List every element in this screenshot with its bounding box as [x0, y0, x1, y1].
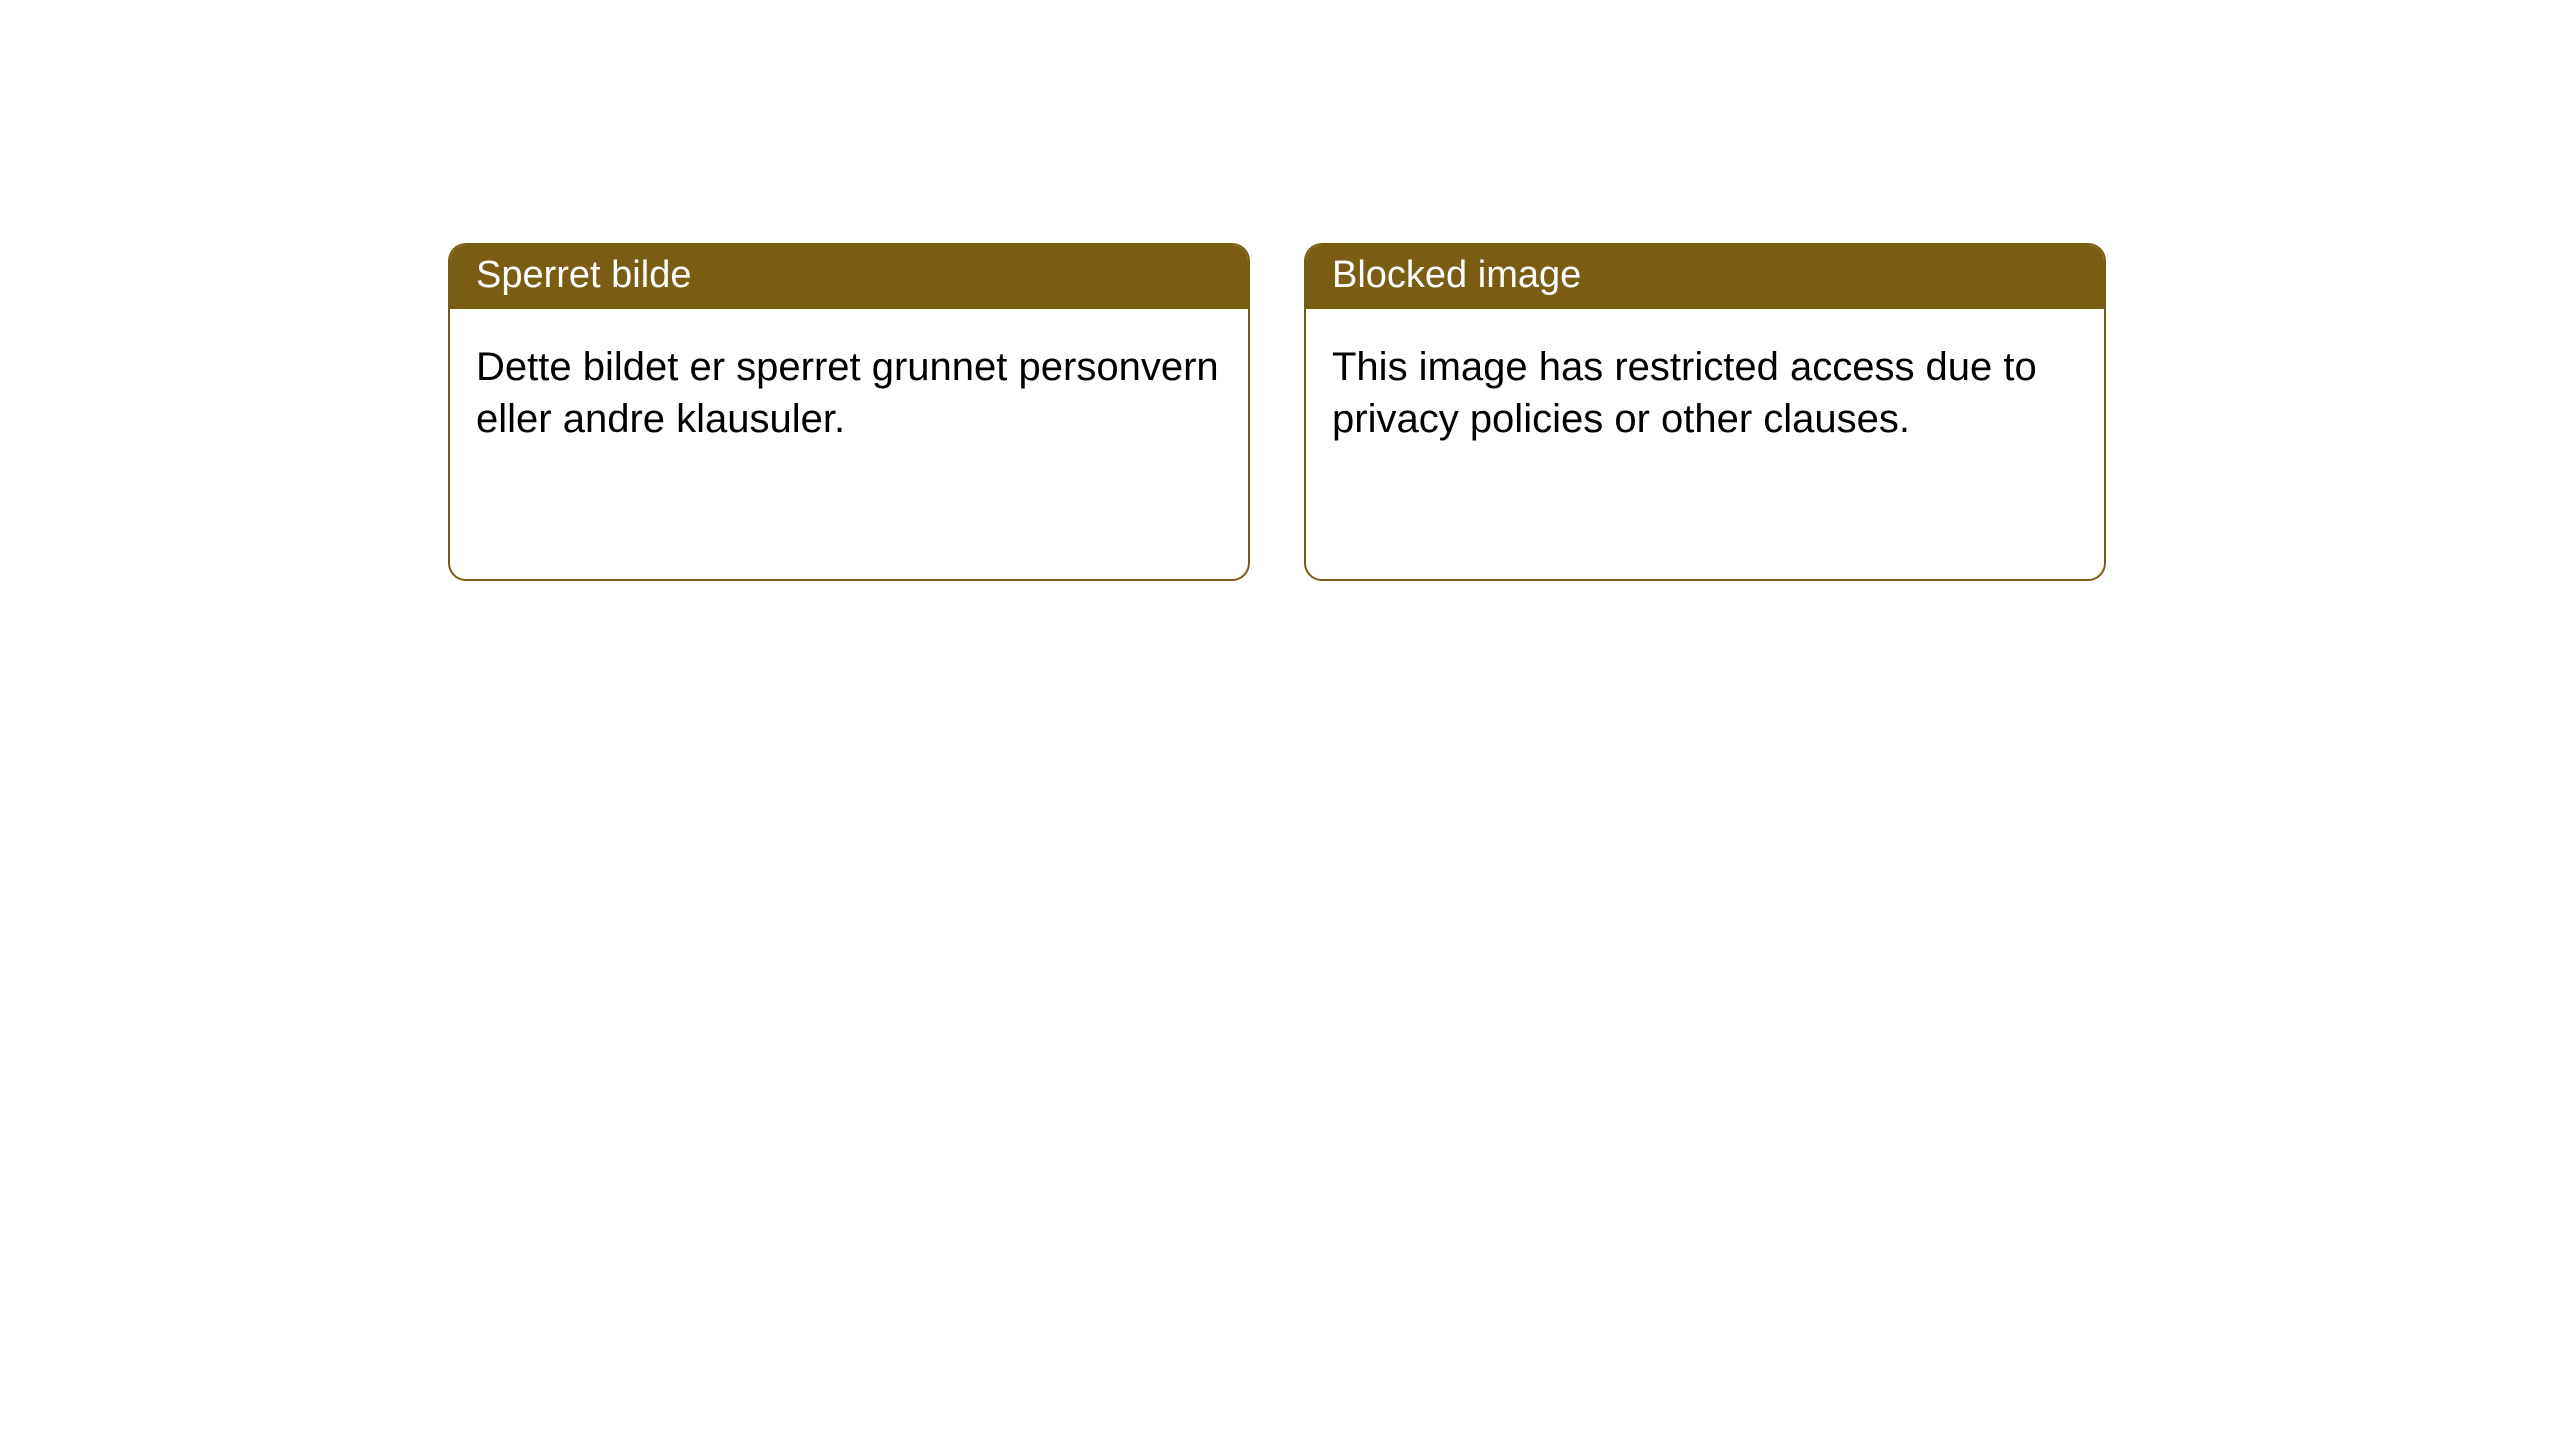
- notice-header: Blocked image: [1306, 245, 2104, 309]
- notice-header: Sperret bilde: [450, 245, 1248, 309]
- notice-box-english: Blocked image This image has restricted …: [1304, 243, 2106, 581]
- notice-body: This image has restricted access due to …: [1306, 309, 2104, 477]
- notice-box-norwegian: Sperret bilde Dette bildet er sperret gr…: [448, 243, 1250, 581]
- notice-body: Dette bildet er sperret grunnet personve…: [450, 309, 1248, 477]
- notice-container: Sperret bilde Dette bildet er sperret gr…: [0, 0, 2560, 581]
